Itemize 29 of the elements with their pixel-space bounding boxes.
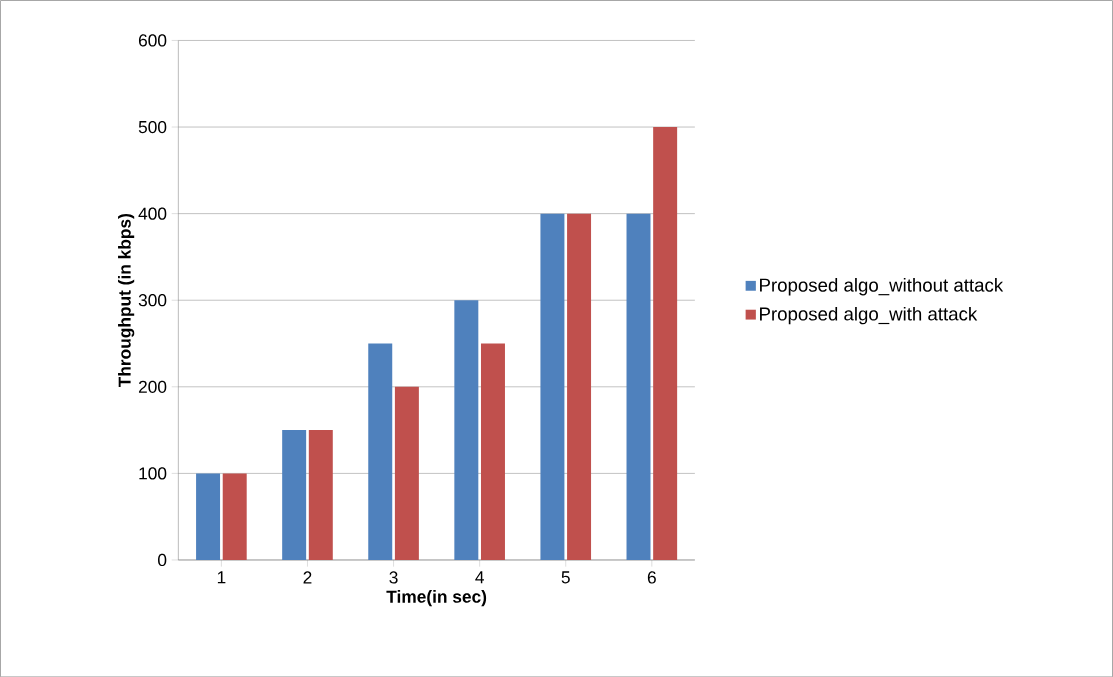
bar	[282, 429, 307, 560]
bar	[653, 126, 678, 560]
bar	[567, 213, 592, 560]
y-tick-label: 300	[138, 293, 167, 307]
y-tick-label: 600	[138, 34, 167, 47]
legend-label: Proposed algo_without attack	[760, 277, 1004, 296]
x-tick-label: 4	[475, 571, 484, 584]
y-tick-label: 0	[158, 553, 167, 566]
x-tick-label: 1	[217, 571, 226, 584]
bar	[540, 213, 565, 560]
bar	[626, 213, 651, 560]
y-tick-label: 200	[138, 380, 167, 393]
bar	[454, 300, 479, 560]
bar	[480, 343, 505, 560]
x-axis-title: Time(in sec)	[386, 589, 487, 607]
x-tick-label: 2	[303, 571, 312, 584]
x-tick-label: 6	[647, 571, 656, 584]
x-tick-label: 3	[389, 571, 398, 584]
bar	[368, 343, 393, 560]
y-axis-title: Throughput (in kbps)	[118, 213, 135, 387]
bar	[222, 473, 247, 560]
y-tick-label: 100	[139, 467, 167, 480]
bar	[308, 429, 333, 560]
y-tick-label: 500	[138, 120, 167, 133]
y-tick-label: 400	[138, 207, 167, 220]
bar	[196, 473, 221, 560]
bar	[394, 386, 419, 560]
legend-label: Proposed algo_with attack	[760, 306, 978, 325]
x-tick-label: 5	[561, 571, 570, 584]
